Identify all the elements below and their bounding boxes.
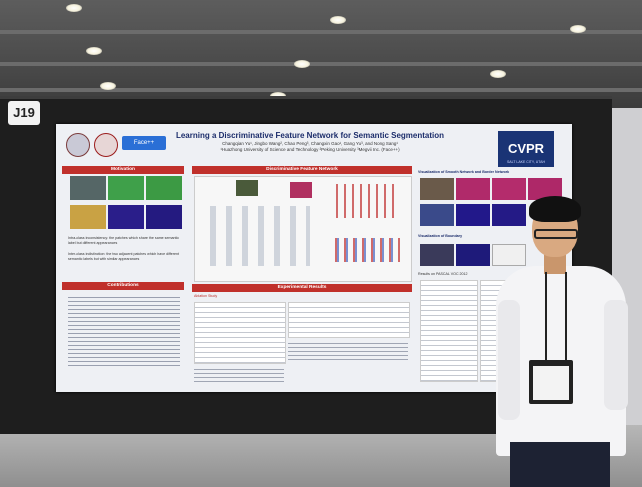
section-header-results: Experimental Results — [192, 284, 412, 292]
motivation-point: Intra-class inconsistency: the patches w… — [68, 236, 180, 245]
glasses-icon — [534, 229, 578, 239]
visualization-bottom-label: Visualization of Boundary — [418, 234, 463, 238]
visualization-result — [528, 178, 562, 200]
ceiling-light — [490, 70, 506, 78]
contributions-text-block — [68, 294, 180, 368]
lanyard — [545, 272, 567, 367]
section-header-motivation: Motivation — [62, 166, 184, 174]
boundary-result — [456, 244, 490, 266]
visualization-top-label: Visualization of Smooth Network and Bord… — [418, 170, 510, 174]
section-header-dfn: Discriminative Feature Network — [192, 166, 412, 174]
visualization-photo — [420, 204, 454, 226]
boundary-map — [492, 244, 526, 266]
visualization-result — [492, 178, 526, 200]
person-arm — [604, 300, 628, 410]
ceiling-truss — [0, 88, 642, 92]
ceiling-light — [66, 4, 82, 12]
example-segmentation — [146, 176, 182, 200]
university-logo-icon — [94, 133, 118, 157]
cvpr-logo: CVPR — [498, 131, 554, 167]
example-segmentation — [108, 176, 144, 200]
name-badge-card — [533, 366, 569, 400]
input-image — [236, 180, 258, 196]
booth-number-sign: J19 — [8, 101, 40, 125]
poster-title: Learning a Discriminative Feature Networ… — [175, 131, 445, 140]
ceiling-light — [100, 82, 116, 90]
visualization-photo — [420, 178, 454, 200]
university-logo-icon — [66, 133, 90, 157]
visualization-result — [492, 204, 526, 226]
results-notes — [288, 340, 408, 360]
example-segmentation — [108, 205, 144, 229]
ceiling — [0, 0, 642, 110]
visualization-result — [456, 178, 490, 200]
network-blocks — [200, 206, 310, 266]
ceiling-light — [570, 25, 586, 33]
voc-results-table — [420, 280, 478, 382]
output-segmentation — [290, 182, 312, 198]
ceiling-light — [294, 60, 310, 68]
ceiling-light — [330, 16, 346, 24]
company-logo: Face++ — [122, 136, 166, 150]
person-pants — [510, 442, 610, 487]
ablation-table — [194, 302, 286, 364]
module-diagram — [330, 184, 400, 218]
cvpr-logo-subtitle: SALT LAKE CITY, UTAH — [506, 160, 546, 164]
boundary-photo — [420, 244, 454, 266]
motivation-point: Inter-class indistinction: the two adjac… — [68, 252, 180, 261]
ablation-label: Ablation Study — [194, 294, 218, 298]
module-diagram — [330, 238, 400, 262]
ceiling-truss — [0, 62, 642, 66]
person-hair — [529, 196, 581, 222]
results-caption: Results on PASCAL VOC 2012 — [418, 272, 468, 276]
comparison-table — [288, 302, 410, 338]
person-arm — [498, 300, 520, 420]
example-segmentation — [146, 205, 182, 229]
example-photo — [70, 205, 106, 229]
ceiling-light — [86, 47, 102, 55]
visualization-result — [456, 204, 490, 226]
section-header-contributions: Contributions — [62, 282, 184, 290]
results-notes — [194, 366, 284, 382]
poster-authors: Changqian Yu¹, Jingbo Wang², Chao Peng³,… — [222, 141, 398, 146]
poster-affiliations: ¹Huazhong University of Science and Tech… — [220, 147, 400, 152]
example-photo — [70, 176, 106, 200]
ceiling-truss — [0, 30, 642, 34]
person-neck — [544, 254, 566, 274]
